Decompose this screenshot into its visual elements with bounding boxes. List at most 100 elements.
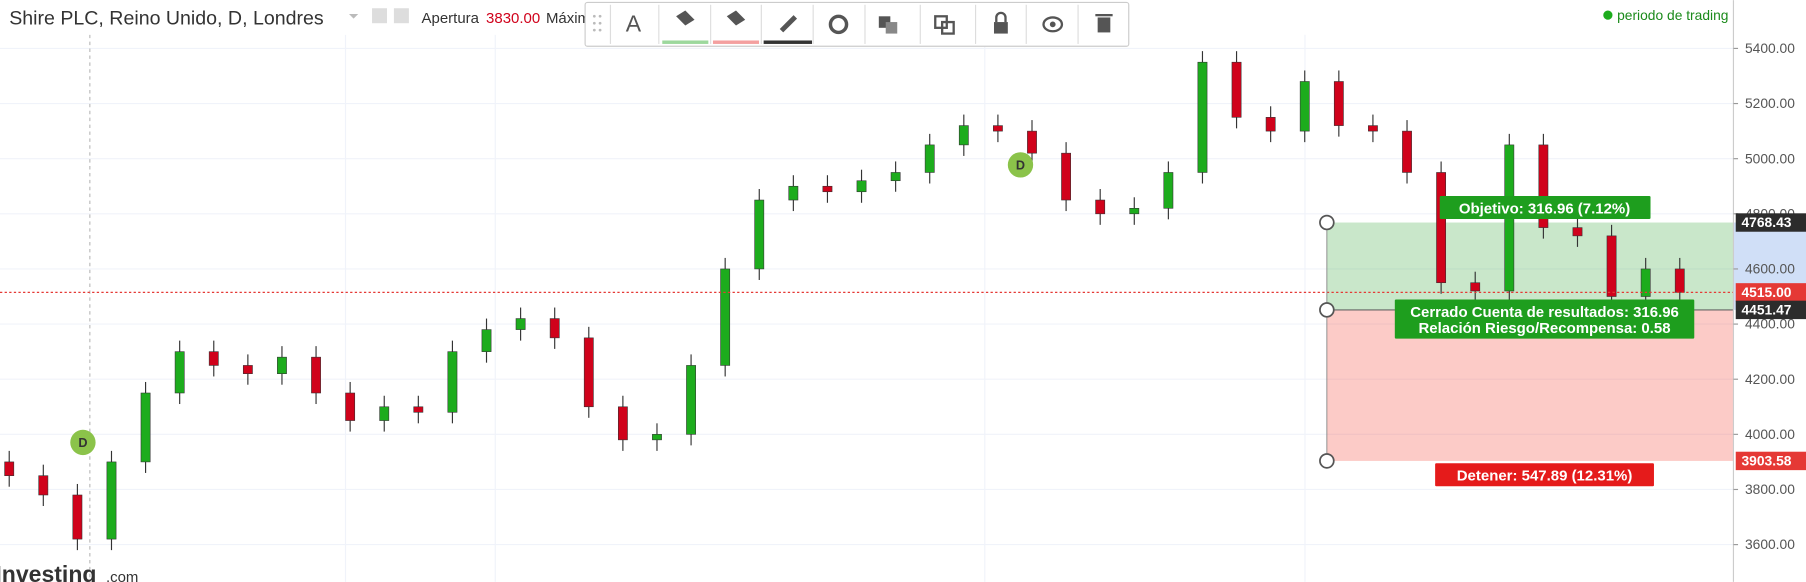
y-tick-label: 4400.00 xyxy=(1745,316,1795,332)
lock-tool[interactable] xyxy=(993,22,1008,34)
event-marker[interactable] xyxy=(70,429,96,456)
candle-body xyxy=(481,329,492,352)
candle-body xyxy=(1640,268,1651,297)
brand-suffix: .com xyxy=(106,569,138,582)
candle-body xyxy=(174,351,185,394)
candle-body xyxy=(583,337,594,408)
candle-body xyxy=(447,351,458,413)
candle-body xyxy=(1368,125,1378,132)
event-marker-label: D xyxy=(78,436,87,450)
candle-body xyxy=(958,125,969,146)
price-badge xyxy=(1735,283,1806,302)
vertical-grid xyxy=(89,34,1306,582)
candle-body xyxy=(1095,199,1106,215)
candle-body xyxy=(1197,61,1208,173)
candle-body xyxy=(4,461,15,476)
open-label: Apertura xyxy=(422,10,480,27)
ratio-label: Relación Riesgo/Recompensa: 0.58 xyxy=(1419,320,1671,337)
label-box xyxy=(1394,299,1695,339)
profit-zone xyxy=(1326,222,1734,310)
candle-body xyxy=(1402,130,1412,173)
candle-body xyxy=(754,199,765,270)
price-badge xyxy=(1735,300,1806,320)
y-tick-label: 5200.00 xyxy=(1745,95,1795,111)
y-tick-label: 5400.00 xyxy=(1745,40,1795,56)
y-tick-label: 4600.00 xyxy=(1745,261,1795,277)
candle-body xyxy=(242,365,253,374)
candle-body xyxy=(1538,144,1549,228)
candle-body xyxy=(652,434,662,441)
candle-body xyxy=(720,268,731,366)
candle-body xyxy=(1674,268,1685,293)
candle-body xyxy=(1129,208,1140,215)
candle-body xyxy=(208,351,219,366)
fill-swatch xyxy=(662,40,709,44)
candle-body xyxy=(549,318,560,339)
candle-body xyxy=(1606,235,1617,297)
toolbar-bg xyxy=(584,1,1130,47)
brand: Investing xyxy=(0,561,96,582)
open-value: 3830.00 xyxy=(486,10,540,27)
candle-body xyxy=(924,144,935,173)
candle-body xyxy=(1265,117,1276,132)
candle-body xyxy=(1061,152,1071,201)
event-marker-label: D xyxy=(1016,158,1025,172)
candle-body xyxy=(38,475,49,496)
label-box xyxy=(1435,463,1654,487)
delete-tool[interactable] xyxy=(1097,17,1111,33)
icon xyxy=(372,8,387,24)
event-marker[interactable] xyxy=(1007,152,1034,178)
price-badge-label: 4768.43 xyxy=(1742,214,1792,230)
candle-body xyxy=(822,185,833,193)
visibility-tool[interactable] xyxy=(1042,16,1064,33)
result-label: Cerrado Cuenta de resultados: 316.96 xyxy=(1410,304,1679,321)
candle-body xyxy=(1333,81,1344,126)
icon xyxy=(393,8,409,24)
candle-body xyxy=(311,356,321,394)
drawing-toolbar: A xyxy=(584,1,1130,47)
candle-body xyxy=(856,180,867,193)
candle-body xyxy=(1470,282,1481,292)
target-label: Objetivo: 316.96 (7.12%) xyxy=(1459,200,1630,217)
stop-label: Detener: 547.89 (12.31%) xyxy=(1457,468,1633,485)
fill-tool[interactable] xyxy=(676,10,695,26)
y-tick-label: 5000.00 xyxy=(1745,150,1795,166)
candle-body xyxy=(993,125,1003,132)
candle-body xyxy=(277,356,287,374)
text-tool[interactable]: A xyxy=(626,10,642,36)
price-badge-label: 4451.47 xyxy=(1742,301,1792,317)
handle[interactable] xyxy=(1319,302,1335,318)
handle[interactable] xyxy=(1319,453,1335,469)
high-label: Máxim xyxy=(546,10,590,27)
front-tool[interactable] xyxy=(878,16,891,28)
settings-tool[interactable] xyxy=(828,14,849,35)
candle-body xyxy=(1436,172,1447,284)
y-tick-label: 4000.00 xyxy=(1745,426,1795,442)
candle-body xyxy=(1231,61,1242,118)
candle-body xyxy=(890,172,901,182)
price-badge-label: 3903.58 xyxy=(1742,453,1792,469)
label-box xyxy=(1439,196,1651,220)
y-tick-label: 3800.00 xyxy=(1745,481,1795,497)
candle-body xyxy=(140,392,151,463)
handle[interactable] xyxy=(1319,214,1335,231)
session-label: periodo de trading xyxy=(1617,7,1728,23)
candle-body xyxy=(345,392,356,421)
candle-body xyxy=(515,318,526,330)
candle-body xyxy=(686,365,696,435)
candle-body xyxy=(413,406,424,413)
price-badge xyxy=(1735,451,1806,471)
symbol-title: Shire PLC, Reino Unido, D, Londres xyxy=(9,7,324,29)
candle-body xyxy=(1163,172,1174,209)
status-dot xyxy=(1603,10,1613,20)
candle-body xyxy=(106,461,117,540)
candle-body xyxy=(379,406,390,421)
price-badge-label: 4515.00 xyxy=(1742,284,1792,300)
candle-body xyxy=(617,406,628,441)
fill-tool[interactable] xyxy=(726,10,746,26)
fill-swatch xyxy=(712,40,760,44)
pen-tool[interactable] xyxy=(779,15,798,33)
y-tick-label: 3600.00 xyxy=(1745,536,1795,552)
